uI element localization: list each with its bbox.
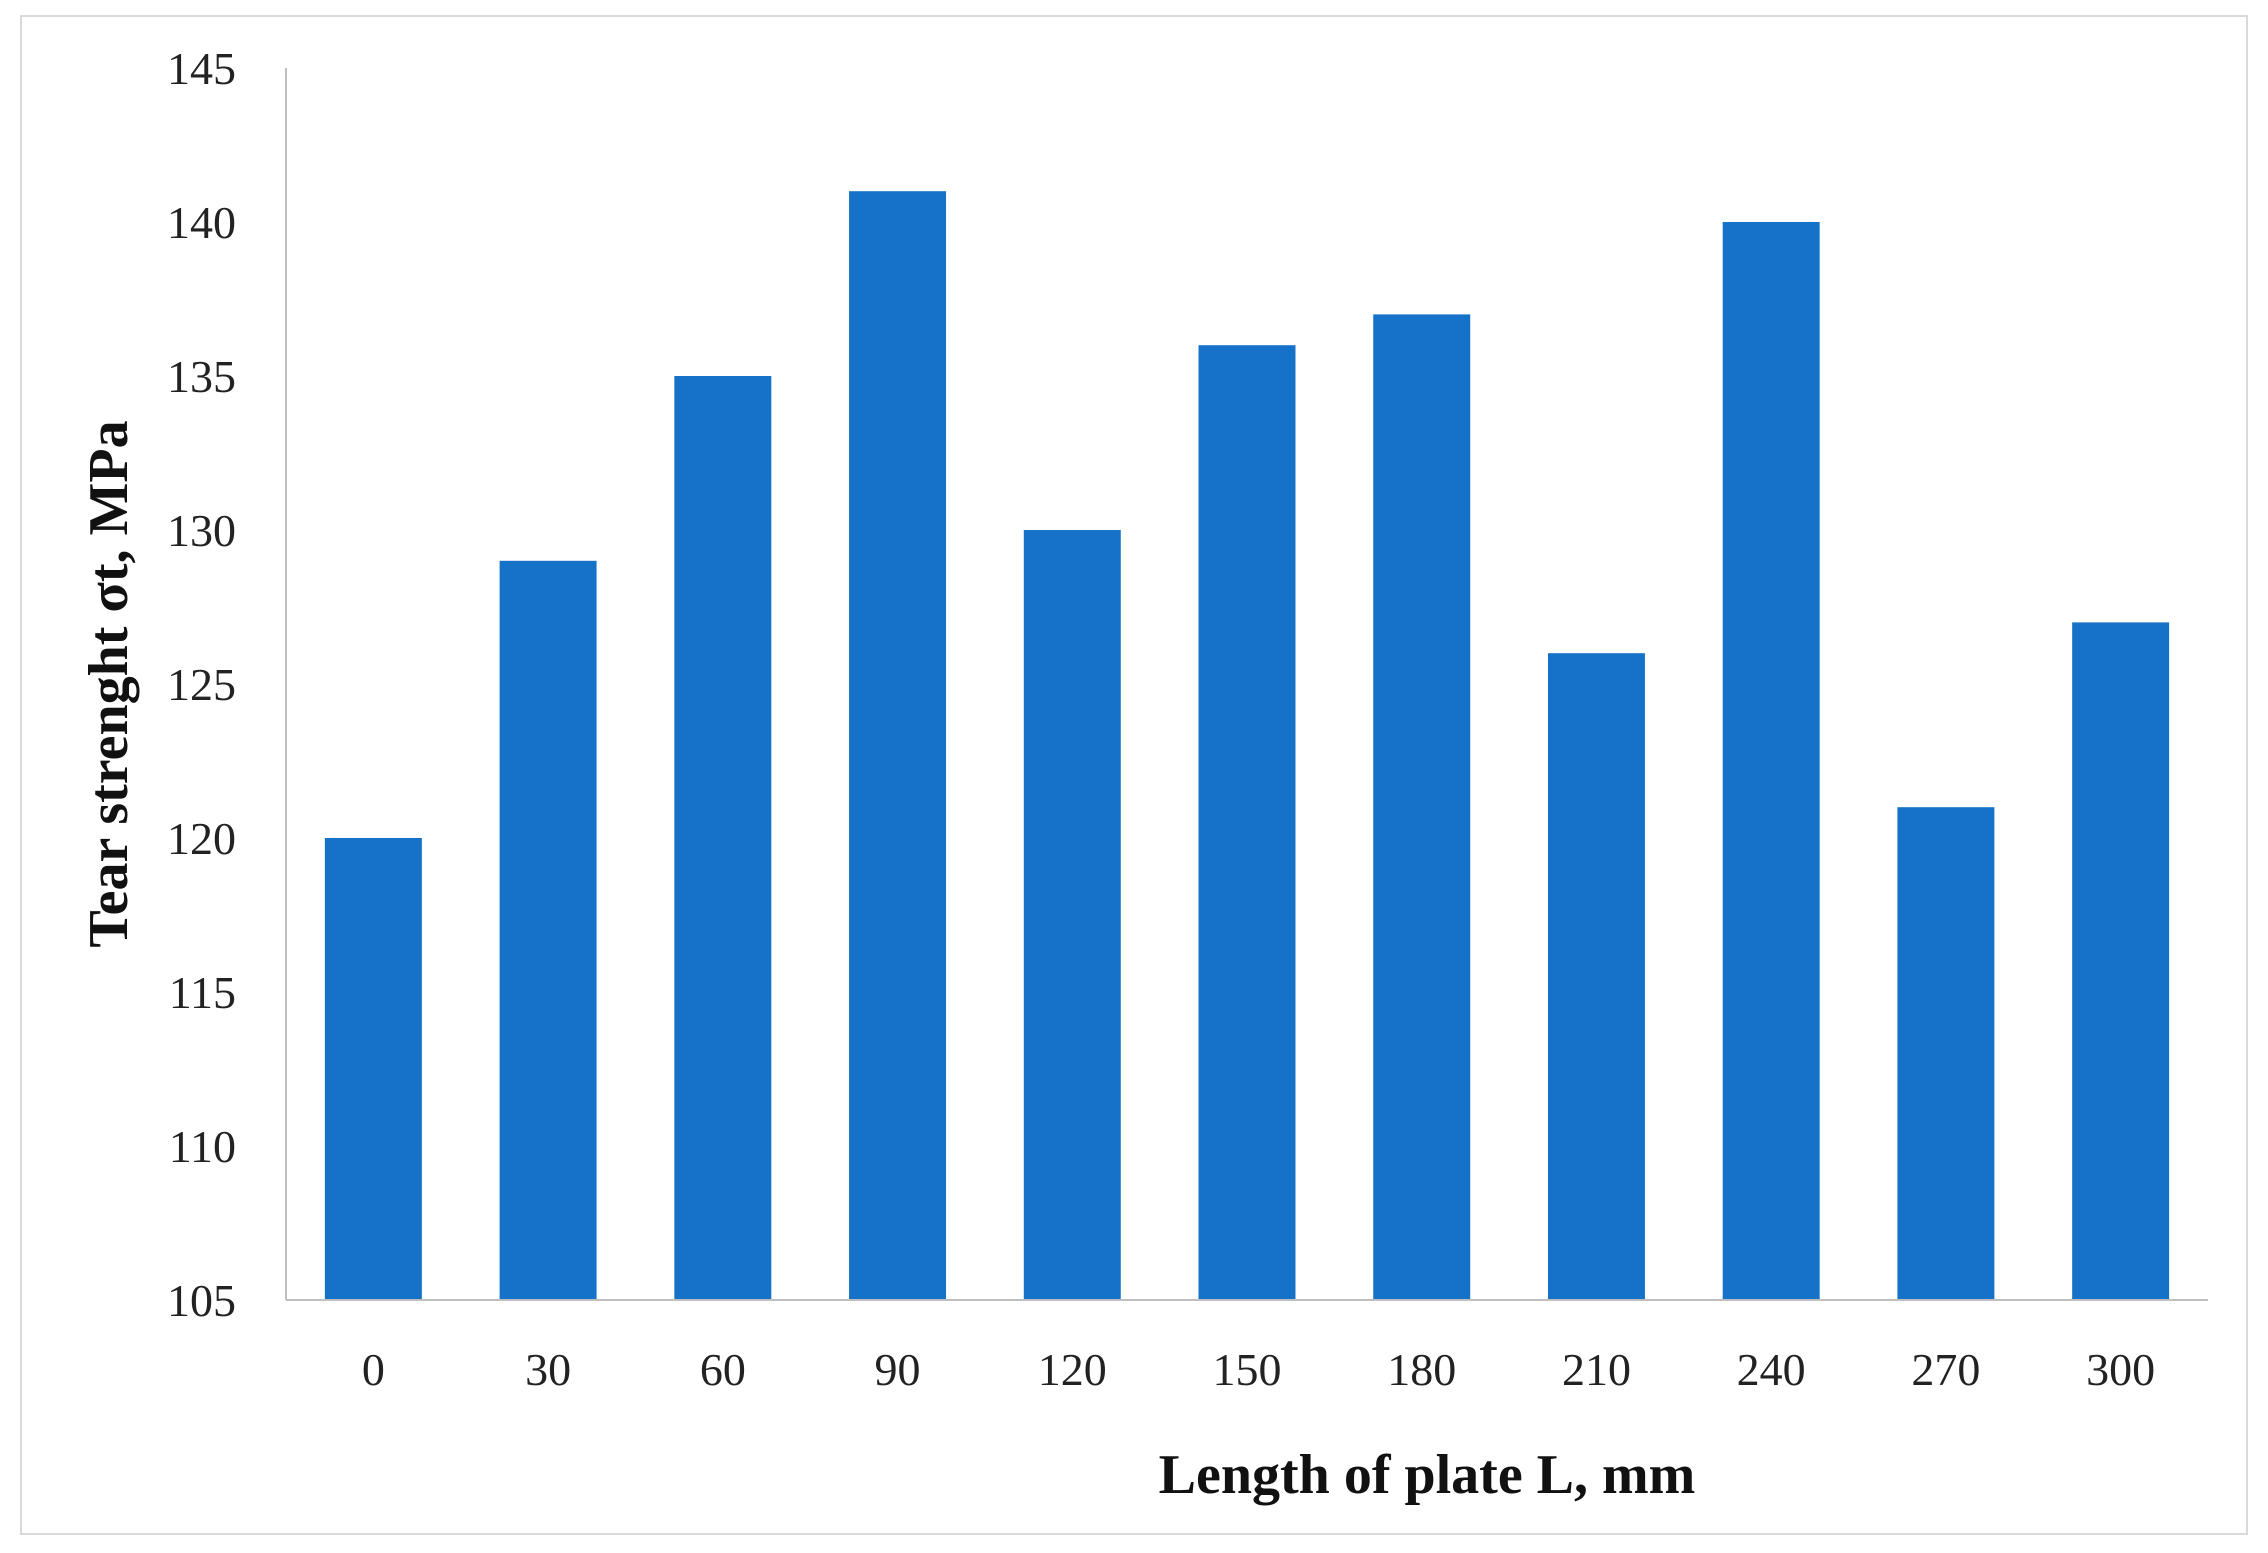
x-tick-label: 90 bbox=[875, 1344, 921, 1395]
y-tick-label: 135 bbox=[167, 351, 236, 402]
x-tick-label: 120 bbox=[1038, 1344, 1107, 1395]
x-tick-label: 30 bbox=[525, 1344, 571, 1395]
bars-group bbox=[324, 191, 2170, 1301]
y-tick-label: 105 bbox=[167, 1275, 236, 1326]
y-tick-label: 125 bbox=[167, 659, 236, 710]
x-tick-label: 0 bbox=[362, 1344, 385, 1395]
x-tick-label: 210 bbox=[1562, 1344, 1631, 1395]
bar-120 bbox=[1023, 530, 1121, 1300]
bar-150 bbox=[1198, 345, 1296, 1300]
y-tick-label: 110 bbox=[169, 1121, 236, 1172]
y-tick-label: 130 bbox=[167, 505, 236, 556]
x-tick-labels: 0 30 60 90 120 150 180 210 240 270 300 bbox=[362, 1344, 2155, 1395]
bar-180 bbox=[1373, 314, 1471, 1300]
bar-210 bbox=[1547, 653, 1645, 1300]
x-tick-label: 150 bbox=[1213, 1344, 1282, 1395]
bar-60 bbox=[674, 376, 772, 1300]
y-tick-label: 140 bbox=[167, 197, 236, 248]
y-axis-title: Tear strenght σt, MPa bbox=[78, 420, 140, 947]
y-tick-label: 145 bbox=[167, 43, 236, 94]
bar-240 bbox=[1722, 222, 1820, 1300]
bar-0 bbox=[324, 838, 422, 1300]
y-tick-label: 115 bbox=[169, 967, 236, 1018]
x-tick-label: 60 bbox=[700, 1344, 746, 1395]
x-axis-title: Length of plate L, mm bbox=[1159, 1444, 1696, 1506]
x-tick-label: 270 bbox=[1911, 1344, 1980, 1395]
bar-270 bbox=[1897, 807, 1995, 1300]
y-tick-labels: 105 110 115 120 125 130 135 140 145 bbox=[167, 43, 236, 1326]
bar-90 bbox=[849, 191, 947, 1301]
y-tick-label: 120 bbox=[167, 813, 236, 864]
x-tick-label: 180 bbox=[1387, 1344, 1456, 1395]
bar-30 bbox=[499, 560, 597, 1300]
bar-300 bbox=[2072, 622, 2170, 1300]
x-tick-label: 300 bbox=[2086, 1344, 2155, 1395]
x-tick-label: 240 bbox=[1737, 1344, 1806, 1395]
